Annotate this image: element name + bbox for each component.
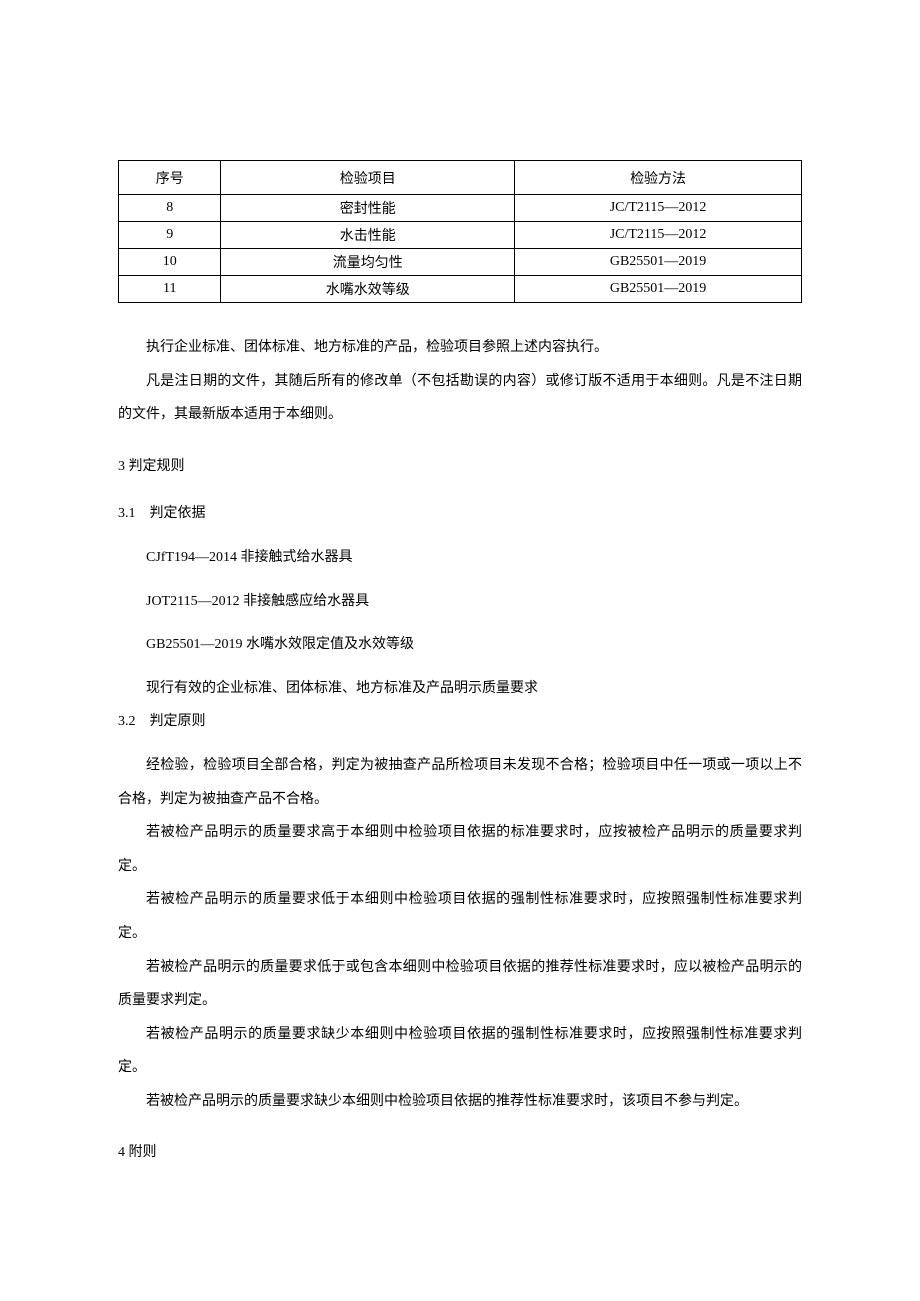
judgment-para: 若被检产品明示的质量要求低于或包含本细则中检验项目依据的推荐性标准要求时，应以被… xyxy=(118,951,802,1018)
table-row: 10 流量均匀性 GB25501—2019 xyxy=(119,249,802,276)
standard-item: GB25501—2019 水嘴水效限定值及水效等级 xyxy=(118,628,802,662)
cell-item: 水击性能 xyxy=(221,222,515,249)
standard-item: JOT2115—2012 非接触感应给水器具 xyxy=(118,585,802,619)
section-3-heading: 3 判定规则 xyxy=(118,450,802,484)
cell-index: 9 xyxy=(119,222,221,249)
table-row: 9 水击性能 JC/T2115—2012 xyxy=(119,222,802,249)
cell-index: 8 xyxy=(119,195,221,222)
col-header-method: 检验方法 xyxy=(515,161,802,195)
cell-index: 11 xyxy=(119,276,221,303)
paragraph-note-1: 执行企业标准、团体标准、地方标准的产品，检验项目参照上述内容执行。 xyxy=(118,331,802,365)
judgment-para: 若被检产品明示的质量要求缺少本细则中检验项目依据的强制性标准要求时，应按照强制性… xyxy=(118,1018,802,1085)
inspection-table: 序号 检验项目 检验方法 8 密封性能 JC/T2115—2012 9 水击性能… xyxy=(118,160,802,303)
cell-method: JC/T2115—2012 xyxy=(515,195,802,222)
cell-item: 流量均匀性 xyxy=(221,249,515,276)
cell-item: 水嘴水效等级 xyxy=(221,276,515,303)
standard-item: CJfT194—2014 非接触式给水器具 xyxy=(118,541,802,575)
judgment-para: 经检验，检验项目全部合格，判定为被抽查产品所检项目未发现不合格；检验项目中任一项… xyxy=(118,749,802,816)
judgment-para: 若被检产品明示的质量要求缺少本细则中检验项目依据的推荐性标准要求时，该项目不参与… xyxy=(118,1085,802,1119)
section-4-heading: 4 附则 xyxy=(118,1136,802,1170)
judgment-para: 若被检产品明示的质量要求低于本细则中检验项目依据的强制性标准要求时，应按照强制性… xyxy=(118,883,802,950)
cell-method: GB25501—2019 xyxy=(515,249,802,276)
table-row: 8 密封性能 JC/T2115—2012 xyxy=(119,195,802,222)
table-row: 11 水嘴水效等级 GB25501—2019 xyxy=(119,276,802,303)
col-header-item: 检验项目 xyxy=(221,161,515,195)
cell-item: 密封性能 xyxy=(221,195,515,222)
paragraph-note-2: 凡是注日期的文件，其随后所有的修改单（不包括勘误的内容）或修订版不适用于本细则。… xyxy=(118,365,802,432)
section-3-2-heading: 3.2 判定原则 xyxy=(118,705,802,739)
section-3-1-heading: 3.1 判定依据 xyxy=(118,497,802,531)
judgment-para: 若被检产品明示的质量要求高于本细则中检验项目依据的标准要求时，应按被检产品明示的… xyxy=(118,816,802,883)
standard-item: 现行有效的企业标准、团体标准、地方标准及产品明示质量要求 xyxy=(118,672,802,706)
cell-method: GB25501—2019 xyxy=(515,276,802,303)
table-header-row: 序号 检验项目 检验方法 xyxy=(119,161,802,195)
cell-method: JC/T2115—2012 xyxy=(515,222,802,249)
col-header-index: 序号 xyxy=(119,161,221,195)
cell-index: 10 xyxy=(119,249,221,276)
